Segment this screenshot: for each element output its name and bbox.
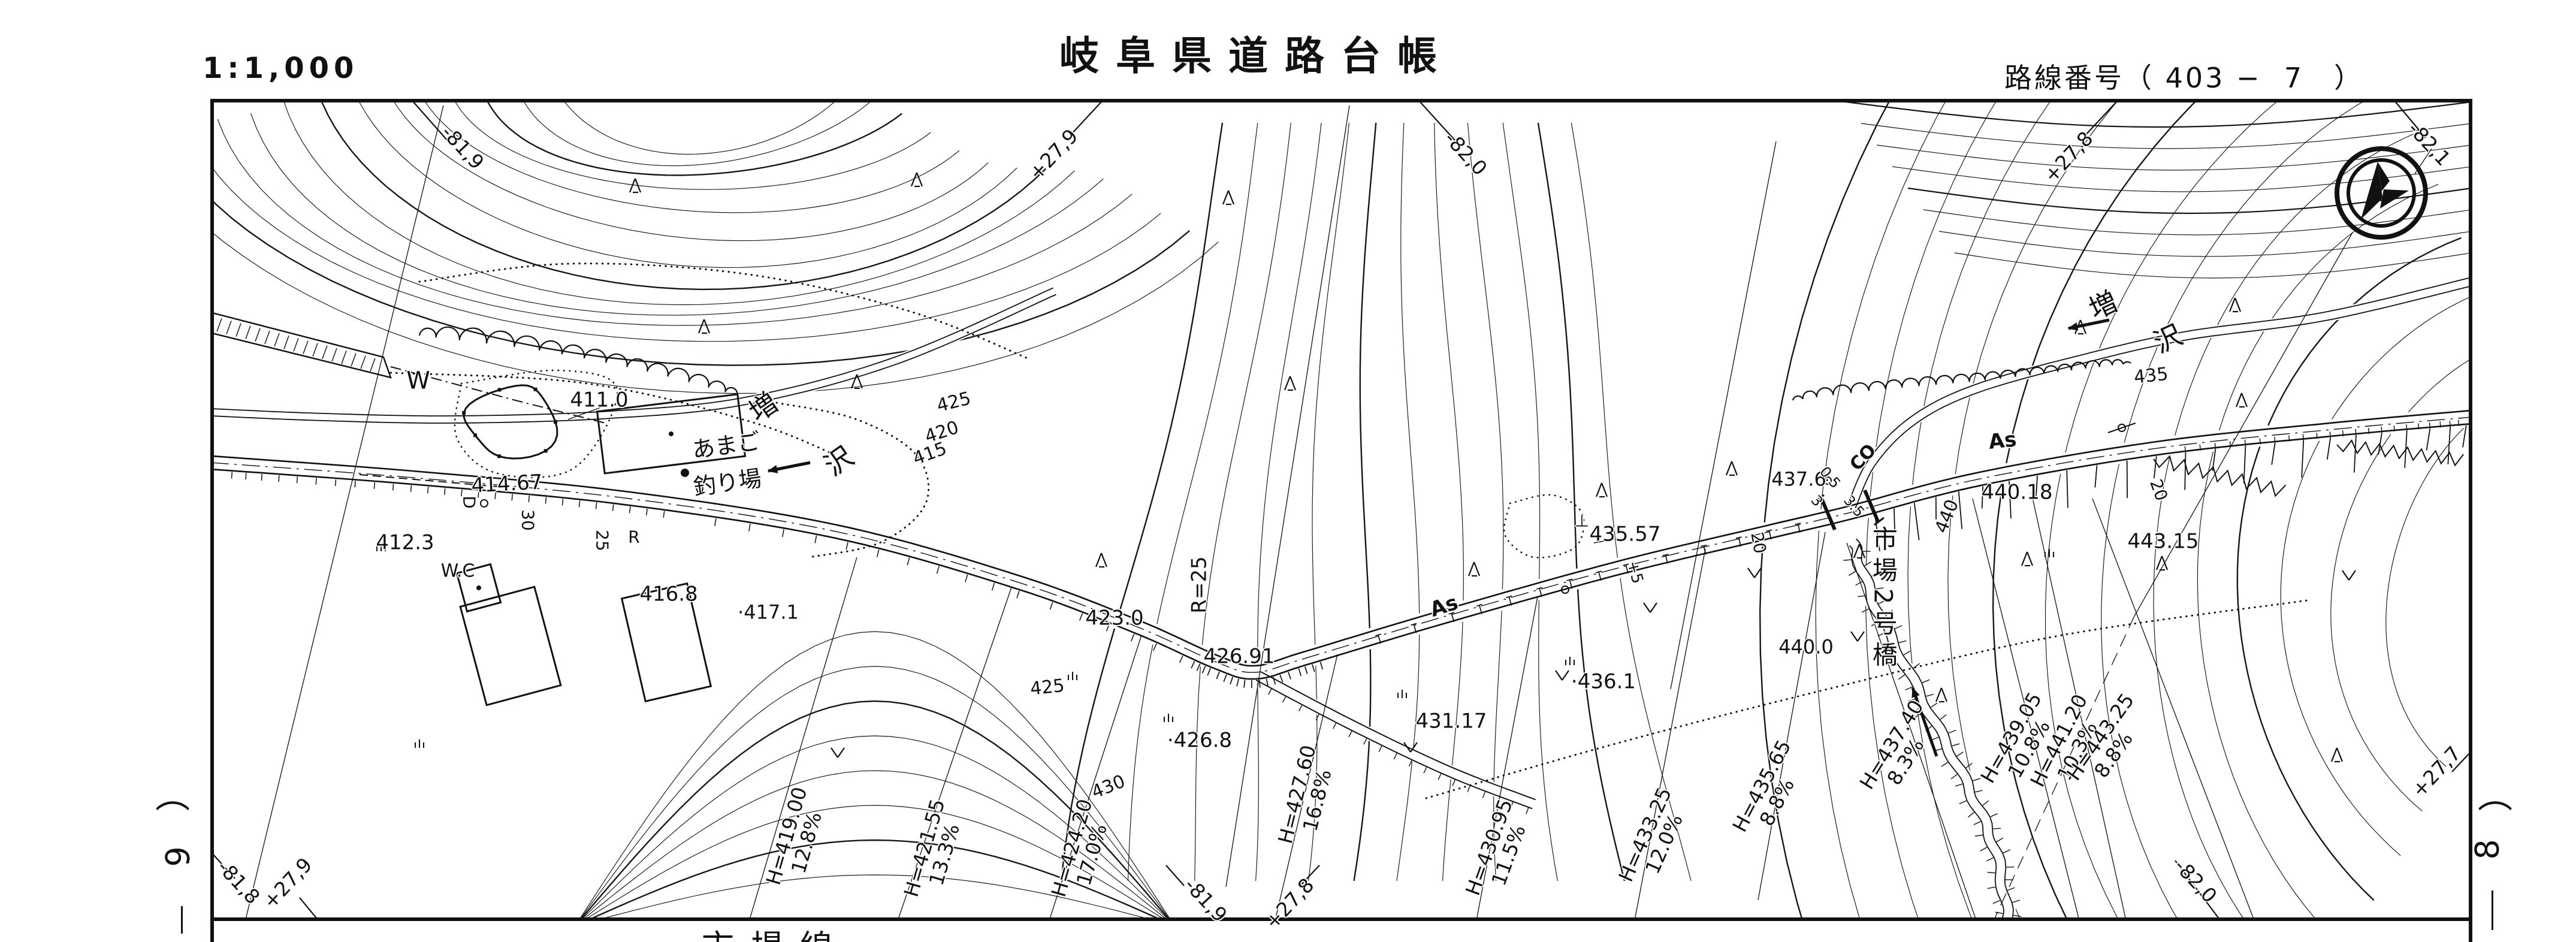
station-mark: R [628, 527, 640, 547]
pavement-mark: As [1987, 427, 2018, 454]
contour-label: 435 [2133, 363, 2170, 388]
buildings-and-symbols [212, 172, 2356, 799]
map-frame [210, 99, 2472, 942]
station-mark: D [459, 496, 479, 509]
bottom-sheet-char: 場 [751, 930, 783, 942]
spot-height: 443.15 [2127, 529, 2199, 554]
spot-height: 431.17 [1415, 709, 1487, 733]
right-margin-tick [2492, 890, 2493, 930]
frame-border [210, 99, 2472, 921]
map-interior [212, 101, 2471, 919]
spot-height: ·436.1 [1571, 669, 1636, 694]
spot-height: ·426.8 [1167, 728, 1233, 753]
left-margin-tick [181, 906, 183, 934]
building-label: W.C [440, 560, 475, 582]
section-lines [245, 105, 2432, 919]
route-number: 路線番号（ 403 − 7 ） [2004, 62, 2364, 94]
page-title: 岐阜県道路台帳 [1059, 33, 1454, 79]
roads [212, 409, 2471, 810]
spot-height: 437.6 [1771, 467, 1826, 491]
grid-tick-lines [212, 100, 2472, 920]
streams [212, 277, 2471, 919]
spot-height: 435.57 [1589, 522, 1661, 547]
spot-height: 411.0 [570, 388, 629, 412]
station-mark: 30 [518, 509, 538, 531]
bench-mark: ⊥ [1574, 511, 1590, 531]
spot-height: 440.18 [1981, 480, 2053, 505]
station-mark: 20 [1747, 530, 1771, 555]
contour-label: 425 [1029, 675, 1066, 700]
building-label: W [406, 367, 430, 395]
spot-height: ·417.1 [738, 600, 799, 624]
spot-height: 440.0 [1778, 635, 1834, 659]
embankment-hatching [231, 326, 2467, 917]
map-scale: 1:1,000 [203, 52, 359, 85]
spot-height: 412.3 [376, 530, 434, 555]
station-mark: 25 [592, 530, 612, 551]
bottom-sheet-char: 市 [702, 930, 734, 942]
bridge-name: 市場2号橋 [1868, 526, 1898, 673]
spot-height: 416.8 [639, 582, 698, 606]
spot-height: 426.91 [1203, 644, 1275, 669]
spot-height: 414.67 [470, 470, 543, 498]
north-arrow-icon [2335, 146, 2428, 240]
spot-height: 423.0 [1085, 606, 1144, 630]
bottom-sheet-char: 線 [800, 930, 832, 942]
curve-radius: R=25 [1187, 556, 1212, 614]
